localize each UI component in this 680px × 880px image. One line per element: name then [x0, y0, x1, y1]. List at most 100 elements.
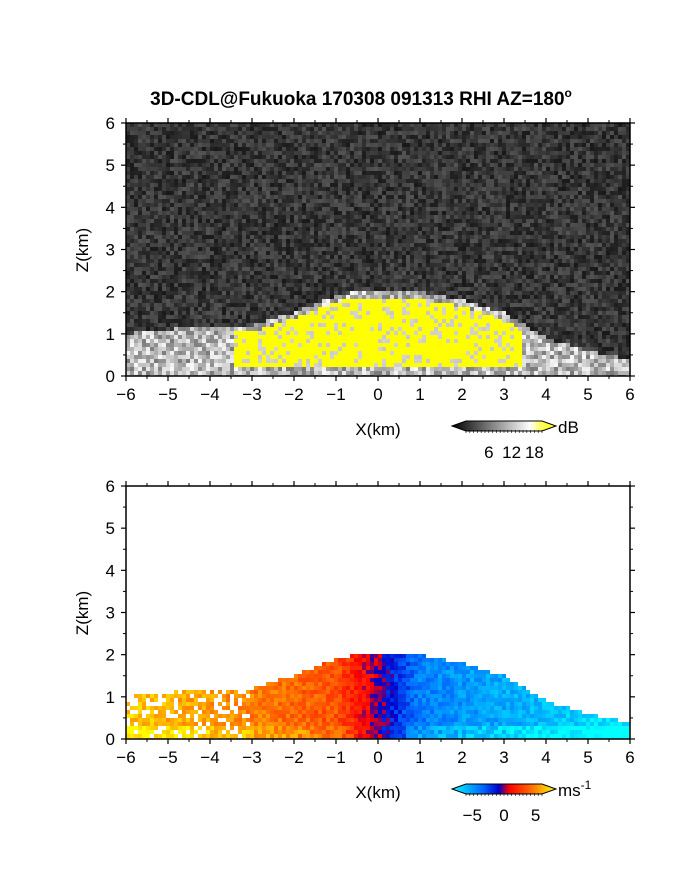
intensity-cell [598, 163, 602, 167]
intensity-cell [498, 259, 502, 263]
intensity-cell [566, 199, 570, 203]
intensity-cell [194, 187, 198, 191]
intensity-cell [562, 127, 566, 131]
intensity-cell [562, 231, 566, 235]
intensity-cell [174, 143, 178, 147]
intensity-cell [178, 239, 182, 243]
intensity-cell [202, 259, 206, 263]
intensity-cell [358, 219, 362, 223]
intensity-cell [358, 187, 362, 191]
intensity-cell [354, 147, 358, 151]
intensity-cell [522, 127, 526, 131]
intensity-cell [290, 271, 294, 275]
intensity-cell [274, 251, 278, 255]
intensity-cell [602, 243, 606, 247]
intensity-cell [462, 235, 466, 239]
intensity-cell [446, 235, 450, 239]
intensity-cell [542, 263, 546, 267]
intensity-cell [506, 159, 510, 163]
intensity-cell [506, 211, 510, 215]
intensity-cell [282, 255, 286, 259]
intensity-cell [358, 135, 362, 139]
intensity-cell [594, 135, 598, 139]
intensity-cell [158, 199, 162, 203]
intensity-cell [394, 171, 398, 175]
intensity-cell [610, 139, 614, 143]
intensity-cell [398, 191, 402, 195]
intensity-cell [126, 271, 130, 275]
intensity-cell [434, 191, 438, 195]
intensity-cell [510, 219, 514, 223]
intensity-cell [322, 219, 326, 223]
intensity-cell [614, 171, 618, 175]
intensity-cell [478, 163, 482, 167]
intensity-cell [274, 227, 278, 231]
intensity-cell [442, 247, 446, 251]
intensity-cell [366, 247, 370, 251]
intensity-cell [474, 263, 478, 267]
intensity-cell [318, 203, 322, 207]
intensity-cell [390, 187, 394, 191]
intensity-cell [558, 235, 562, 239]
intensity-cell [186, 131, 190, 135]
intensity-cell [154, 139, 158, 143]
intensity-cell [502, 271, 506, 275]
intensity-cell [386, 267, 390, 271]
intensity-cell [330, 155, 334, 159]
intensity-cell [250, 127, 254, 131]
intensity-cell [534, 163, 538, 167]
intensity-cell [498, 143, 502, 147]
intensity-cell [270, 183, 274, 187]
intensity-cell [602, 159, 606, 163]
intensity-cell [402, 127, 406, 131]
intensity-cell [342, 235, 346, 239]
intensity-cell [542, 243, 546, 247]
intensity-cell [158, 175, 162, 179]
intensity-cell [434, 243, 438, 247]
intensity-cell [422, 123, 426, 127]
intensity-cell [394, 251, 398, 255]
intensity-cell [190, 183, 194, 187]
intensity-cell [218, 139, 222, 143]
intensity-cell [586, 167, 590, 171]
intensity-cell [494, 127, 498, 131]
intensity-cell [146, 195, 150, 199]
intensity-cell [166, 139, 170, 143]
intensity-cell [586, 267, 590, 271]
intensity-cell [398, 195, 402, 199]
intensity-cell [426, 215, 430, 219]
intensity-cell [178, 163, 182, 167]
intensity-cell [598, 155, 602, 159]
intensity-cell [166, 271, 170, 275]
intensity-cell [338, 135, 342, 139]
intensity-cell [274, 143, 278, 147]
intensity-cell [466, 263, 470, 267]
intensity-cell [426, 167, 430, 171]
intensity-cell [370, 207, 374, 211]
intensity-cell [610, 135, 614, 139]
intensity-cell [358, 139, 362, 143]
intensity-cell [158, 227, 162, 231]
intensity-cell [466, 255, 470, 259]
intensity-cell [130, 235, 134, 239]
intensity-cell [262, 223, 266, 227]
intensity-cell [554, 179, 558, 183]
intensity-cell [318, 227, 322, 231]
intensity-cell [554, 123, 558, 127]
intensity-cell [170, 139, 174, 143]
intensity-cell [222, 143, 226, 147]
intensity-cell [374, 227, 378, 231]
intensity-cell [450, 151, 454, 155]
intensity-cell [162, 183, 166, 187]
intensity-cell [170, 235, 174, 239]
intensity-cell [298, 211, 302, 215]
intensity-cell [562, 251, 566, 255]
intensity-cell [610, 215, 614, 219]
intensity-cell [522, 227, 526, 231]
intensity-cell [454, 187, 458, 191]
intensity-cell [206, 155, 210, 159]
intensity-cell [474, 207, 478, 211]
intensity-cell [318, 275, 322, 279]
intensity-cell [142, 255, 146, 259]
intensity-cell [230, 147, 234, 151]
